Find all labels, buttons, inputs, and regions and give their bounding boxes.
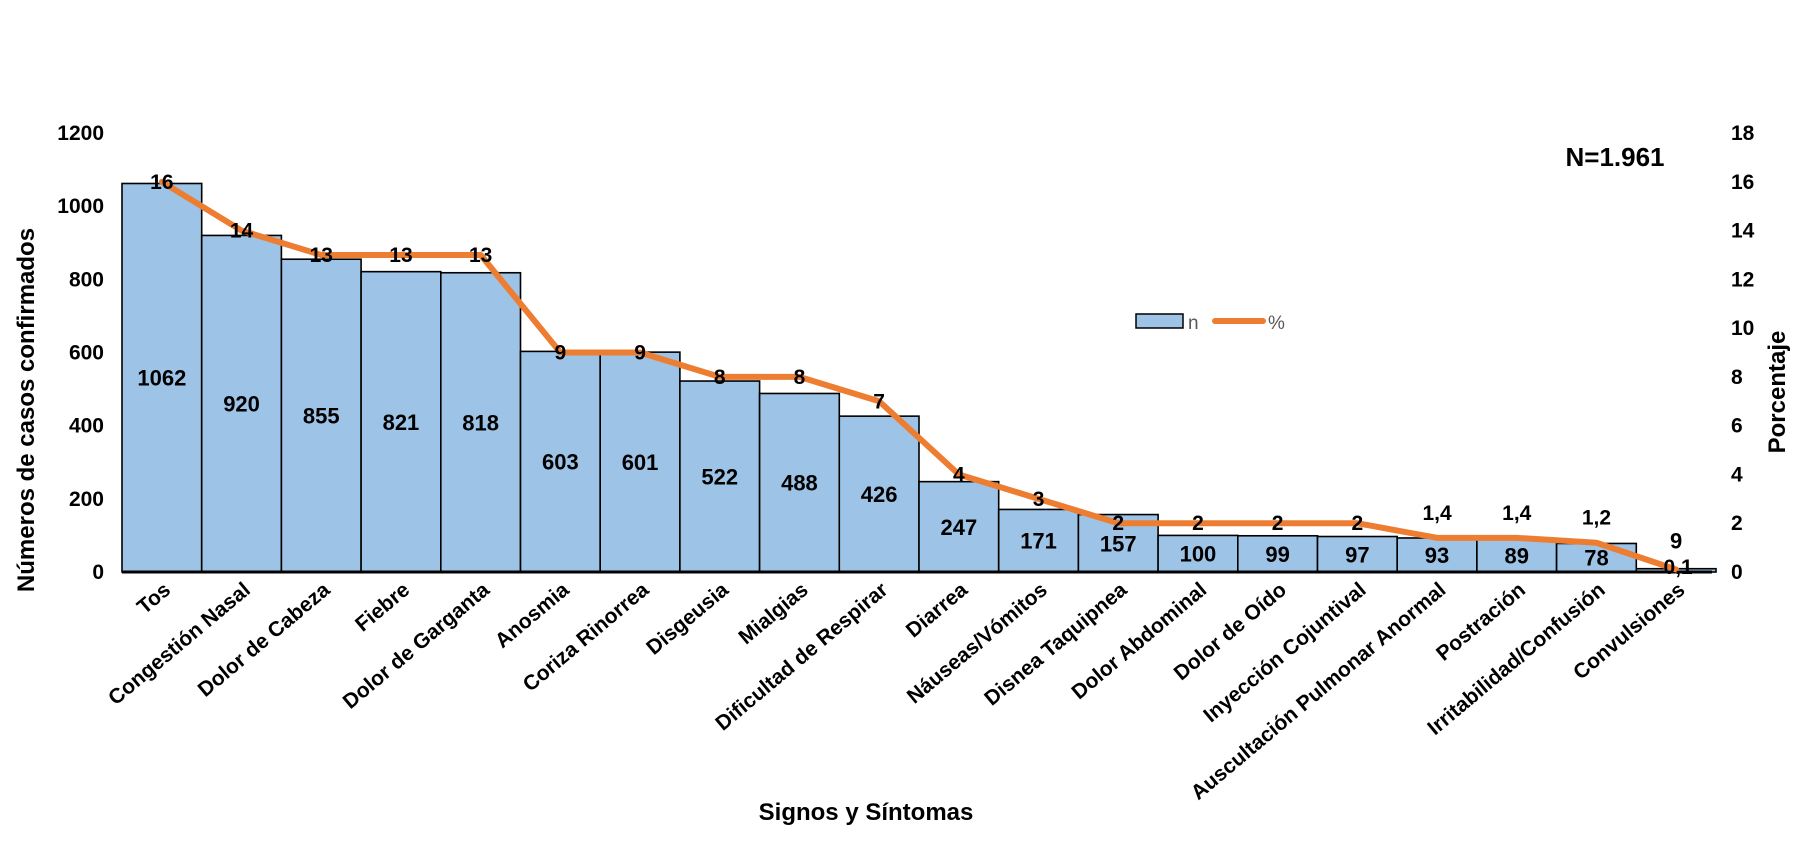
percentage-value-label: 1,4 bbox=[1422, 502, 1452, 525]
y-tick-label: 600 bbox=[69, 342, 104, 365]
bar-value-label: 99 bbox=[1265, 542, 1289, 567]
bar-value-label: 78 bbox=[1584, 546, 1608, 571]
percentage-value-label: 8 bbox=[714, 366, 726, 389]
bar-2 bbox=[200, 234, 283, 573]
bars-layer bbox=[121, 182, 1717, 573]
legend-swatch-bar bbox=[1135, 313, 1184, 329]
bar-4 bbox=[360, 270, 442, 573]
percentage-value-label: 9 bbox=[634, 342, 646, 365]
bar-19 bbox=[1555, 542, 1638, 573]
percentage-value-label: 4 bbox=[953, 463, 965, 486]
x-tick-label: Dolor de Cabeza bbox=[194, 578, 335, 702]
y-axis-title: Números de casos confirmados bbox=[13, 228, 40, 592]
bar-value-label: 171 bbox=[1020, 529, 1057, 554]
percentage-value-label: 3 bbox=[1033, 488, 1045, 511]
legend: n % bbox=[1135, 313, 1285, 334]
y-tick-label: 1000 bbox=[57, 195, 104, 218]
percentage-value-label: 13 bbox=[469, 244, 492, 267]
y-right-tick-label: 8 bbox=[1731, 366, 1743, 389]
percentage-value-label: 2 bbox=[1112, 512, 1124, 535]
bar-17 bbox=[1396, 537, 1478, 573]
bar-value-label: 522 bbox=[701, 465, 738, 490]
bar-5 bbox=[439, 271, 522, 573]
x-tick-label: Anosmia bbox=[491, 578, 574, 653]
y-right-tick-label: 16 bbox=[1731, 171, 1754, 194]
bar-10 bbox=[838, 415, 920, 573]
line-layer bbox=[158, 178, 1680, 573]
bar-value-label: 426 bbox=[861, 482, 898, 507]
y-right-tick-label: 18 bbox=[1731, 122, 1755, 145]
x-tick-label: Disnea Taquipnea bbox=[980, 578, 1132, 710]
y-right-tick-label: 10 bbox=[1731, 317, 1754, 340]
x-tick-label: Tos bbox=[133, 578, 175, 619]
bar-12 bbox=[997, 508, 1080, 573]
bar-value-label: 603 bbox=[542, 450, 579, 475]
bar-value-label: 818 bbox=[462, 410, 499, 435]
legend-label-bar: n bbox=[1188, 313, 1199, 334]
y-tick-label: 0 bbox=[92, 561, 104, 584]
bar-8 bbox=[679, 380, 761, 573]
n-annotation: N=1.961 bbox=[1565, 142, 1664, 172]
percentage-value-label: 16 bbox=[150, 171, 173, 194]
percentage-value-label: 13 bbox=[310, 244, 333, 267]
x-tick-label: Fiebre bbox=[351, 578, 414, 636]
percentage-value-label: 2 bbox=[1352, 512, 1364, 535]
bar-value-label: 93 bbox=[1425, 543, 1449, 568]
y-right-tick-label: 12 bbox=[1731, 268, 1754, 291]
bar-value-label: 855 bbox=[303, 404, 340, 429]
x-tick-label: Mialgias bbox=[734, 578, 812, 649]
percentage-value-label: 0,1 bbox=[1664, 556, 1694, 579]
percentage-value-label: 7 bbox=[873, 390, 885, 413]
bar-3 bbox=[280, 258, 362, 573]
y-right-tick-label: 14 bbox=[1731, 220, 1755, 243]
bar-value-label: 89 bbox=[1505, 544, 1529, 569]
percentage-value-label: 2 bbox=[1192, 512, 1204, 535]
y-tick-label: 1200 bbox=[57, 122, 104, 145]
bar-value-label: 100 bbox=[1180, 542, 1217, 567]
y-axis-right-title: Porcentaje bbox=[1764, 331, 1791, 454]
bar-16 bbox=[1316, 535, 1398, 573]
bar-6 bbox=[519, 350, 601, 573]
x-tick-label: Disgeusia bbox=[642, 578, 733, 660]
percentage-value-label: 9 bbox=[555, 342, 567, 365]
x-tick-label: Congestión Nasal bbox=[104, 578, 255, 710]
bar-value-label: 488 bbox=[781, 471, 818, 496]
bar-value-label: 920 bbox=[223, 392, 260, 417]
bar-value-label: 97 bbox=[1345, 542, 1369, 567]
percentage-value-label: 1,2 bbox=[1582, 507, 1611, 530]
percentage-value-label: 14 bbox=[230, 220, 254, 243]
percentage-value-label: 13 bbox=[389, 244, 412, 267]
percentage-value-label: 1,4 bbox=[1502, 502, 1532, 525]
percentage-value-label: 8 bbox=[794, 366, 806, 389]
x-tick-label: Náuseas/Vómitos bbox=[903, 578, 1052, 708]
bar-value-label: 601 bbox=[622, 450, 659, 475]
bar-value-label: 1062 bbox=[137, 366, 186, 391]
y-right-tick-label: 6 bbox=[1731, 415, 1743, 438]
percentage-value-label: 2 bbox=[1272, 512, 1284, 535]
bar-1 bbox=[121, 182, 203, 573]
bar-value-label: 247 bbox=[940, 515, 977, 540]
bar-value-label: 9 bbox=[1670, 529, 1682, 554]
x-tick-label: Dolor de Garganta bbox=[339, 578, 494, 714]
x-tick-label: Dolor Abdominal bbox=[1067, 578, 1211, 704]
percentage-line bbox=[158, 178, 1680, 573]
legend-label-line: % bbox=[1268, 313, 1285, 334]
bar-value-label: 157 bbox=[1100, 531, 1137, 556]
bar-14 bbox=[1157, 534, 1239, 573]
y-tick-label: 200 bbox=[69, 488, 104, 511]
x-tick-label: Diarrea bbox=[902, 578, 972, 642]
x-axis-title: Signos y Síntomas bbox=[759, 799, 974, 826]
y-tick-label: 400 bbox=[69, 415, 104, 438]
bar-value-label: 821 bbox=[383, 410, 420, 435]
y-right-tick-label: 2 bbox=[1731, 512, 1743, 535]
y-right-tick-label: 0 bbox=[1731, 561, 1743, 584]
y-right-tick-label: 4 bbox=[1731, 463, 1743, 486]
y-tick-label: 800 bbox=[69, 268, 104, 291]
